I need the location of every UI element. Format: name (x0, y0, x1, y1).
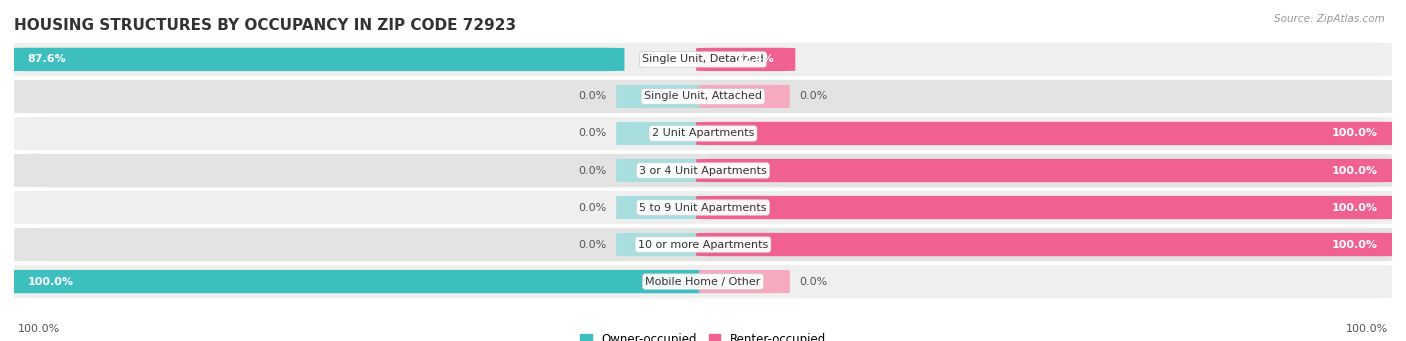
Text: HOUSING STRUCTURES BY OCCUPANCY IN ZIP CODE 72923: HOUSING STRUCTURES BY OCCUPANCY IN ZIP C… (14, 18, 516, 33)
FancyBboxPatch shape (696, 122, 1399, 145)
Text: 5 to 9 Unit Apartments: 5 to 9 Unit Apartments (640, 203, 766, 212)
Text: 2 Unit Apartments: 2 Unit Apartments (652, 129, 754, 138)
FancyBboxPatch shape (7, 153, 1399, 188)
FancyBboxPatch shape (696, 48, 796, 71)
Text: 0.0%: 0.0% (578, 203, 606, 212)
Text: 10 or more Apartments: 10 or more Apartments (638, 239, 768, 250)
FancyBboxPatch shape (616, 233, 707, 256)
FancyBboxPatch shape (7, 116, 1399, 151)
FancyBboxPatch shape (7, 227, 1399, 262)
Text: Single Unit, Detached: Single Unit, Detached (643, 55, 763, 64)
Text: 100.0%: 100.0% (1331, 239, 1378, 250)
Text: 100.0%: 100.0% (18, 324, 60, 334)
Text: 100.0%: 100.0% (1346, 324, 1388, 334)
Text: Source: ZipAtlas.com: Source: ZipAtlas.com (1274, 14, 1385, 24)
FancyBboxPatch shape (616, 159, 707, 182)
FancyBboxPatch shape (7, 270, 710, 293)
Text: 0.0%: 0.0% (578, 239, 606, 250)
Text: 100.0%: 100.0% (1331, 203, 1378, 212)
FancyBboxPatch shape (7, 48, 624, 71)
Text: Mobile Home / Other: Mobile Home / Other (645, 277, 761, 286)
Text: Single Unit, Attached: Single Unit, Attached (644, 91, 762, 102)
Text: 100.0%: 100.0% (1331, 165, 1378, 176)
FancyBboxPatch shape (616, 196, 707, 219)
Text: 0.0%: 0.0% (578, 165, 606, 176)
FancyBboxPatch shape (7, 79, 1399, 114)
Text: 12.4%: 12.4% (735, 55, 775, 64)
Text: 0.0%: 0.0% (578, 129, 606, 138)
FancyBboxPatch shape (699, 270, 790, 293)
FancyBboxPatch shape (696, 196, 1399, 219)
FancyBboxPatch shape (7, 42, 1399, 77)
FancyBboxPatch shape (696, 233, 1399, 256)
FancyBboxPatch shape (7, 190, 1399, 225)
Text: 0.0%: 0.0% (800, 91, 828, 102)
Text: 0.0%: 0.0% (578, 91, 606, 102)
FancyBboxPatch shape (616, 85, 707, 108)
Text: 3 or 4 Unit Apartments: 3 or 4 Unit Apartments (640, 165, 766, 176)
Text: 87.6%: 87.6% (28, 55, 66, 64)
Legend: Owner-occupied, Renter-occupied: Owner-occupied, Renter-occupied (575, 329, 831, 341)
Text: 100.0%: 100.0% (1331, 129, 1378, 138)
Text: 0.0%: 0.0% (800, 277, 828, 286)
Text: 100.0%: 100.0% (28, 277, 75, 286)
FancyBboxPatch shape (699, 85, 790, 108)
FancyBboxPatch shape (696, 159, 1399, 182)
FancyBboxPatch shape (616, 122, 707, 145)
FancyBboxPatch shape (7, 264, 1399, 299)
